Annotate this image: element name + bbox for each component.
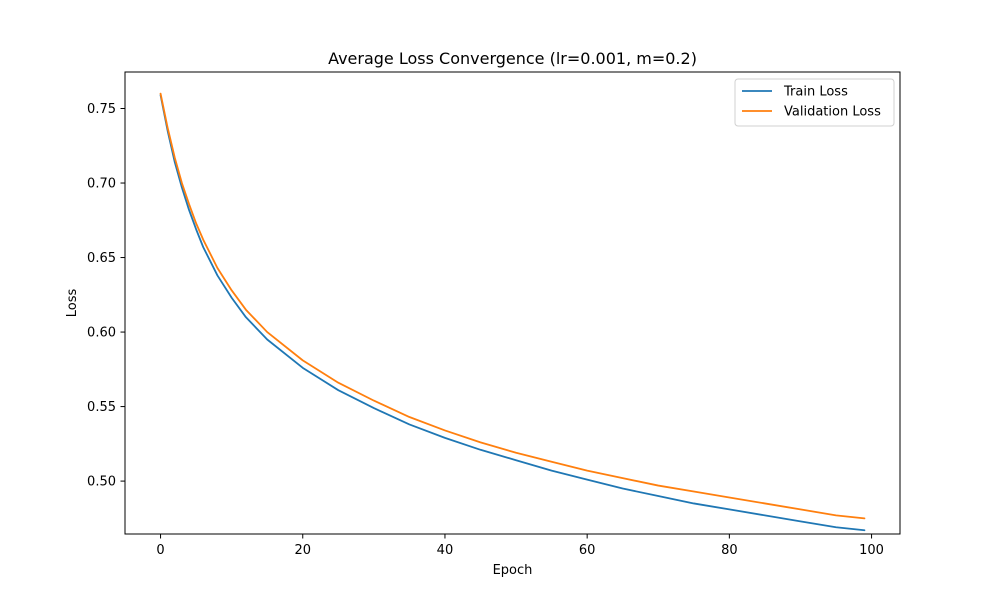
chart-title: Average Loss Convergence (lr=0.001, m=0.… <box>328 49 697 68</box>
series-line-0 <box>159 94 866 532</box>
x-axis: 0 20 40 60 80 100 <box>156 534 884 558</box>
y-axis-label: Loss <box>65 289 80 318</box>
y-axis: 0.50 0.55 0.60 0.65 0.70 0.75 <box>87 102 125 490</box>
y-tick-label: 0.70 <box>87 177 116 192</box>
series-line-1 <box>159 92 866 520</box>
y-tick-label: 0.50 <box>87 475 116 490</box>
legend: Train Loss Validation Loss <box>734 78 895 127</box>
x-tick-label: 0 <box>156 543 164 558</box>
x-tick-label: 20 <box>294 543 311 558</box>
x-tick-label: 80 <box>721 543 738 558</box>
legend-box <box>734 78 895 127</box>
y-tick-label: 0.60 <box>87 326 116 341</box>
y-tick-label: 0.75 <box>87 102 116 117</box>
legend-label-0: Train Loss <box>783 85 848 100</box>
x-axis-label: Epoch <box>493 563 533 578</box>
x-tick-label: 60 <box>579 543 596 558</box>
x-tick-label: 40 <box>437 543 454 558</box>
x-tick-label: 100 <box>859 543 884 558</box>
y-tick-label: 0.55 <box>87 400 116 415</box>
plot-area <box>124 71 901 535</box>
series-layer <box>159 92 866 532</box>
y-tick-label: 0.65 <box>87 251 116 266</box>
legend-label-1: Validation Loss <box>784 105 881 120</box>
